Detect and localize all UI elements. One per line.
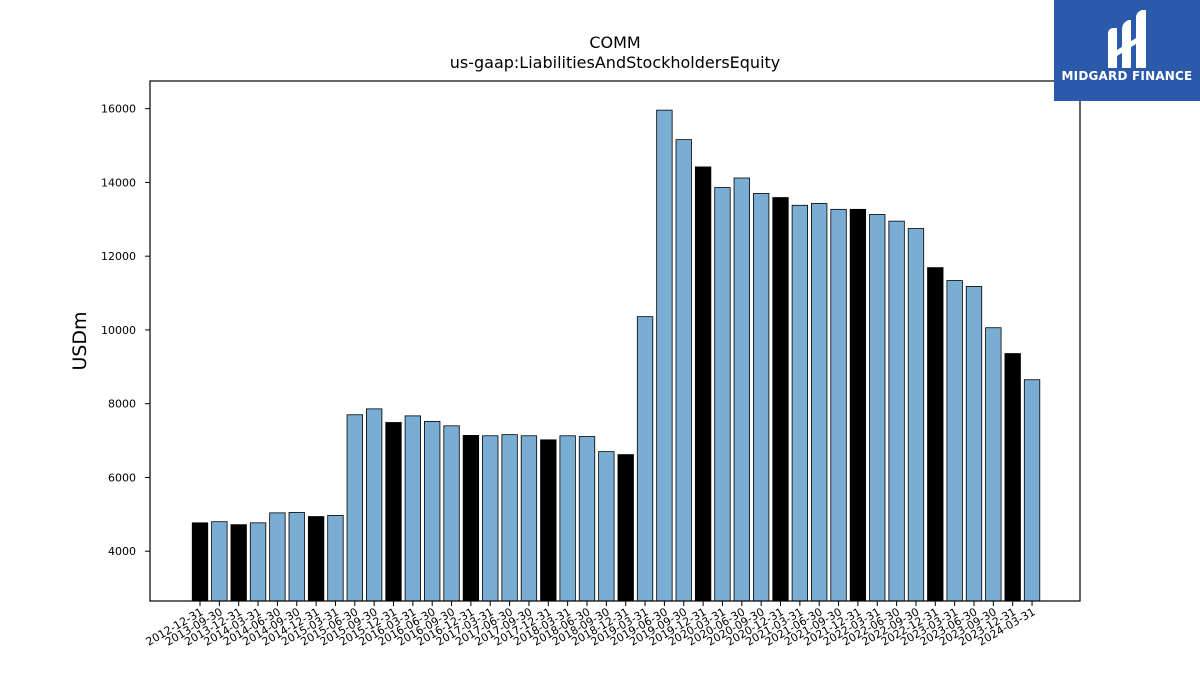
plot-frame [149,80,1081,602]
bar-2023-03-31 [946,280,963,602]
bar-2015-03-31 [327,515,344,602]
y-tick-label: 14000 [101,176,136,189]
bar-2021-12-31 [849,208,867,602]
bar-2022-03-31 [869,214,886,602]
brand-logo: MIDGARD FINANCE [1054,0,1200,101]
bar-2020-03-31 [714,187,731,602]
bar-2015-09-30 [365,408,383,602]
x-axis-ticks: 2012-12-312013-09-302013-12-312014-03-31… [144,601,1038,649]
bar-2016-03-31 [404,415,422,602]
bar-2019-06-30 [656,109,673,602]
chart-title: COMM [589,33,640,52]
bar-2016-09-30 [443,425,460,602]
bar-2022-06-30 [888,220,905,602]
bar-2017-06-30 [501,434,518,602]
midgard-logo-icon [1108,10,1146,68]
y-tick-label: 16000 [101,103,136,116]
bar-2013-09-30 [211,521,228,602]
y-tick-label: 4000 [108,545,136,558]
bar-2014-06-30 [269,512,286,602]
bar-2024-03-31 [1023,379,1041,602]
bar-2017-09-30 [520,435,538,602]
bar-2019-09-30 [675,139,692,602]
bar-2016-12-31 [462,435,480,602]
bar-2014-12-31 [307,516,325,602]
y-axis-label: USDm [69,311,91,370]
y-tick-label: 8000 [108,398,136,411]
bar-2018-03-31 [559,435,576,602]
brand-name: MIDGARD FINANCE [1061,69,1193,83]
bar-2023-12-31 [1004,353,1021,602]
bar-2019-03-31 [636,316,654,602]
bar-2017-03-31 [482,435,499,602]
bar-2020-12-31 [772,197,789,602]
bar-2022-09-30 [907,228,925,602]
y-axis-ticks: 4000 6000 8000 10000 12000 14000 16000 [101,103,150,558]
bar-2020-06-30 [733,177,750,602]
bar-2022-12-31 [927,267,944,602]
bar-2016-06-30 [424,420,441,602]
chart-subtitle: us-gaap:LiabilitiesAndStockholdersEquity [450,53,781,72]
bar-2023-06-30 [965,286,983,602]
bar-2020-09-30 [753,193,770,602]
bar-2012-12-31 [191,522,209,602]
y-tick-label: 10000 [101,324,136,337]
bar-2013-12-31 [230,524,247,602]
bar-2015-06-30 [346,414,363,602]
bar-2018-06-30 [578,436,596,602]
bar-2017-12-31 [540,439,557,602]
bars-group [191,109,1041,602]
bar-2023-09-30 [985,327,1002,602]
bar-2019-12-31 [694,166,712,602]
bar-2021-03-31 [791,204,808,602]
bar-2015-12-31 [385,422,402,602]
bar-2014-03-31 [249,522,267,602]
bar-2018-12-31 [617,454,634,602]
y-tick-label: 6000 [108,471,136,484]
bar-2018-09-30 [598,451,615,602]
bar-2014-09-30 [288,512,305,602]
y-tick-label: 12000 [101,250,136,263]
bar-2021-09-30 [830,208,847,602]
bar-2021-06-30 [811,203,828,602]
